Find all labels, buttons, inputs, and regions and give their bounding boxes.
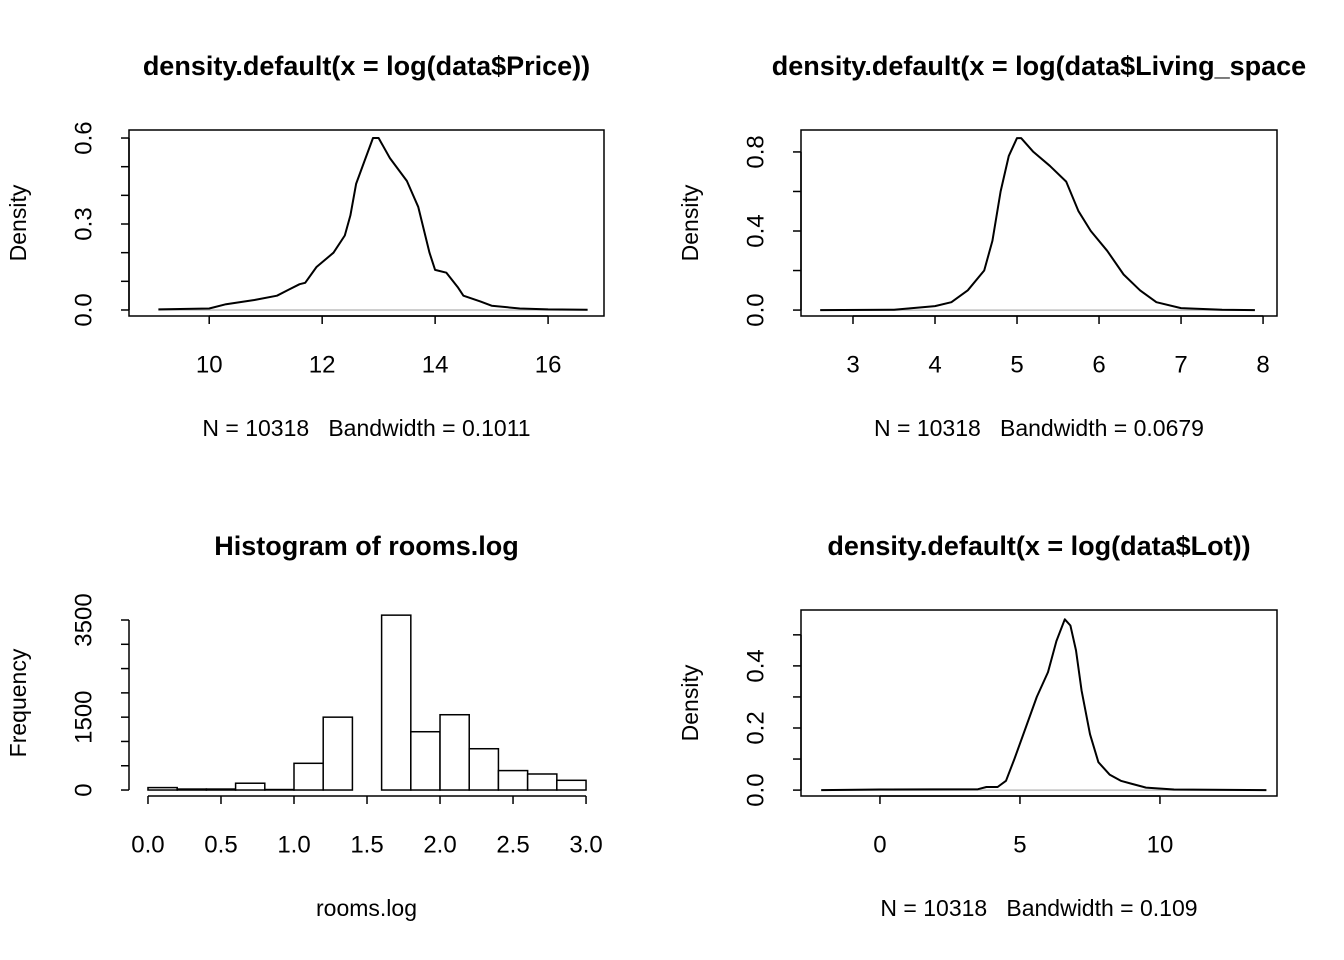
density-line [821, 618, 1267, 792]
x-tick-label: 0.5 [204, 831, 237, 858]
x-tick-label: 7 [1174, 351, 1187, 378]
x-axis-label: N = 10318 Bandwidth = 0.0679 [874, 415, 1204, 441]
chart-title: density.default(x = log(data$Price)) [143, 51, 590, 81]
histogram-bar [176, 788, 208, 791]
y-tick-label: 0.8 [742, 135, 769, 168]
x-tick-label: 10 [1147, 831, 1174, 858]
y-tick-label: 0.4 [742, 214, 769, 247]
y-tick-label: 0.0 [70, 293, 97, 326]
y-tick-label: 0.0 [742, 773, 769, 806]
histogram-bar [556, 779, 587, 791]
density-line [820, 137, 1255, 312]
x-tick-label: 10 [196, 351, 223, 378]
histogram-bar [293, 762, 324, 791]
x-tick-label: 3 [846, 351, 859, 378]
histogram-bar [205, 788, 237, 791]
y-tick-label: 0.3 [70, 207, 97, 240]
histogram-bar [234, 782, 266, 791]
chart-title: Histogram of rooms.log [214, 531, 519, 561]
y-tick-label: 0.6 [70, 121, 97, 154]
x-axis-label: N = 10318 Bandwidth = 0.109 [880, 895, 1197, 921]
x-axis-label: rooms.log [316, 895, 417, 921]
x-tick-label: 5 [1013, 831, 1026, 858]
y-axis-label: Density [677, 664, 703, 741]
x-tick-label: 0.0 [131, 831, 164, 858]
x-tick-label: 16 [535, 351, 562, 378]
histogram-bar [497, 769, 529, 791]
y-tick-label: 0.2 [742, 711, 769, 744]
x-tick-label: 6 [1092, 351, 1105, 378]
y-tick-label: 0.0 [742, 293, 769, 326]
chart-title: density.default(x = log(data$Lot)) [827, 531, 1250, 561]
y-tick-label: 1500 [70, 690, 97, 743]
chart-title: density.default(x = log(data$Living_spac… [772, 51, 1306, 81]
y-axis-label: Density [677, 184, 703, 261]
histogram-bar [322, 716, 354, 791]
x-tick-label: 1.0 [277, 831, 310, 858]
y-tick-label: 0 [70, 783, 97, 796]
histogram-bar [380, 614, 412, 791]
histogram-bar [410, 730, 441, 791]
x-tick-label: 12 [309, 351, 336, 378]
x-tick-label: 4 [928, 351, 941, 378]
histogram-bar [468, 747, 500, 791]
x-axis-label: N = 10318 Bandwidth = 0.1011 [202, 415, 530, 441]
plot-box [800, 609, 1278, 797]
x-tick-label: 2.5 [496, 831, 529, 858]
x-tick-label: 3.0 [569, 831, 602, 858]
x-tick-label: 1.5 [350, 831, 383, 858]
histogram-bar [147, 786, 178, 791]
density-line [158, 137, 588, 311]
x-tick-label: 0 [873, 831, 886, 858]
y-tick-label: 3500 [70, 593, 97, 646]
y-axis-label: Density [5, 184, 31, 261]
x-tick-label: 5 [1010, 351, 1023, 378]
x-tick-label: 8 [1256, 351, 1269, 378]
y-tick-label: 0.4 [742, 649, 769, 682]
histogram-bar [526, 773, 558, 791]
x-tick-label: 2.0 [423, 831, 456, 858]
x-tick-label: 14 [422, 351, 449, 378]
histogram-bar [439, 713, 470, 791]
y-axis-label: Frequency [5, 648, 31, 757]
